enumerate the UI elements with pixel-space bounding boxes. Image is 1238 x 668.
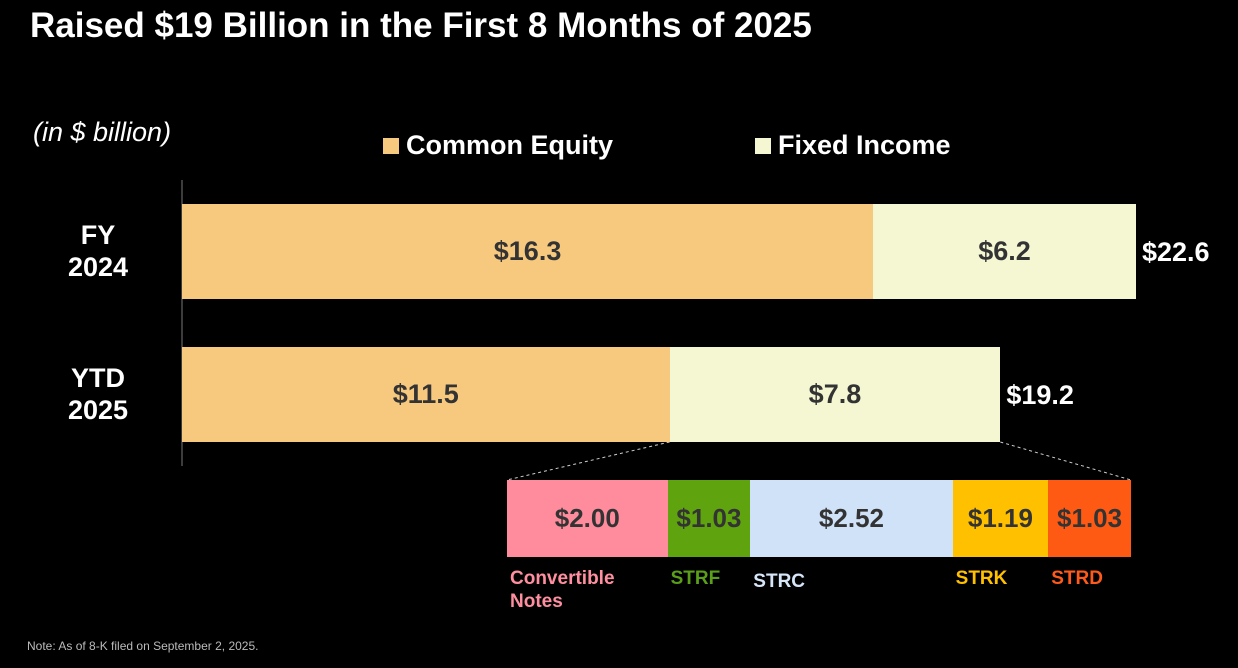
value-label: $7.8 — [808, 379, 862, 409]
value-label: $6.2 — [978, 236, 1031, 266]
breakdown-label: STRF — [670, 568, 721, 589]
legend-item: Common Equity — [383, 130, 613, 161]
total-label: $19.2 — [1006, 380, 1074, 410]
connector — [1000, 441, 1132, 481]
breakdown-label: STRD — [1051, 568, 1103, 589]
breakdown-label: STRK — [955, 568, 1008, 589]
chart-title: Raised $19 Billion in the First 8 Months… — [30, 6, 812, 45]
breakdown-segment: $1.03 — [1048, 480, 1131, 557]
category-label: YTD 2025 — [67, 363, 129, 425]
note: Note: As of 8-K filed on September 2, 20… — [27, 639, 259, 653]
bar-segment: $11.5 — [182, 347, 670, 442]
subtitle: (in $ billion) — [33, 117, 172, 147]
breakdown-segment: $2.00 — [507, 480, 668, 557]
breakdown-label: STRC — [753, 571, 806, 592]
total-label: $22.6 — [1142, 237, 1210, 267]
breakdown-label: Convertible Notes — [510, 568, 615, 612]
value-label: $2.52 — [818, 503, 884, 533]
legend-swatch — [755, 137, 771, 154]
legend-label: Fixed Income — [778, 130, 951, 160]
bar-segment: $6.2 — [873, 204, 1136, 299]
breakdown-segment: $2.52 — [750, 480, 953, 557]
legend-swatch — [383, 137, 399, 154]
bar-segment: $16.3 — [182, 204, 874, 299]
bar-segment: $7.8 — [669, 347, 1001, 442]
legend-label: Common Equity — [406, 130, 613, 160]
legend-item: Fixed Income — [755, 130, 951, 161]
value-label: $16.3 — [493, 236, 562, 266]
breakdown-segment: $1.19 — [952, 480, 1049, 557]
value-label: $11.5 — [392, 379, 459, 409]
connector — [506, 441, 670, 481]
breakdown-segment: $1.03 — [667, 480, 751, 557]
value-label: $1.03 — [676, 503, 742, 533]
value-label: $1.19 — [967, 503, 1033, 533]
category-label: FY 2024 — [67, 220, 129, 282]
value-label: $2.00 — [554, 503, 620, 533]
value-label: $1.03 — [1057, 503, 1123, 533]
